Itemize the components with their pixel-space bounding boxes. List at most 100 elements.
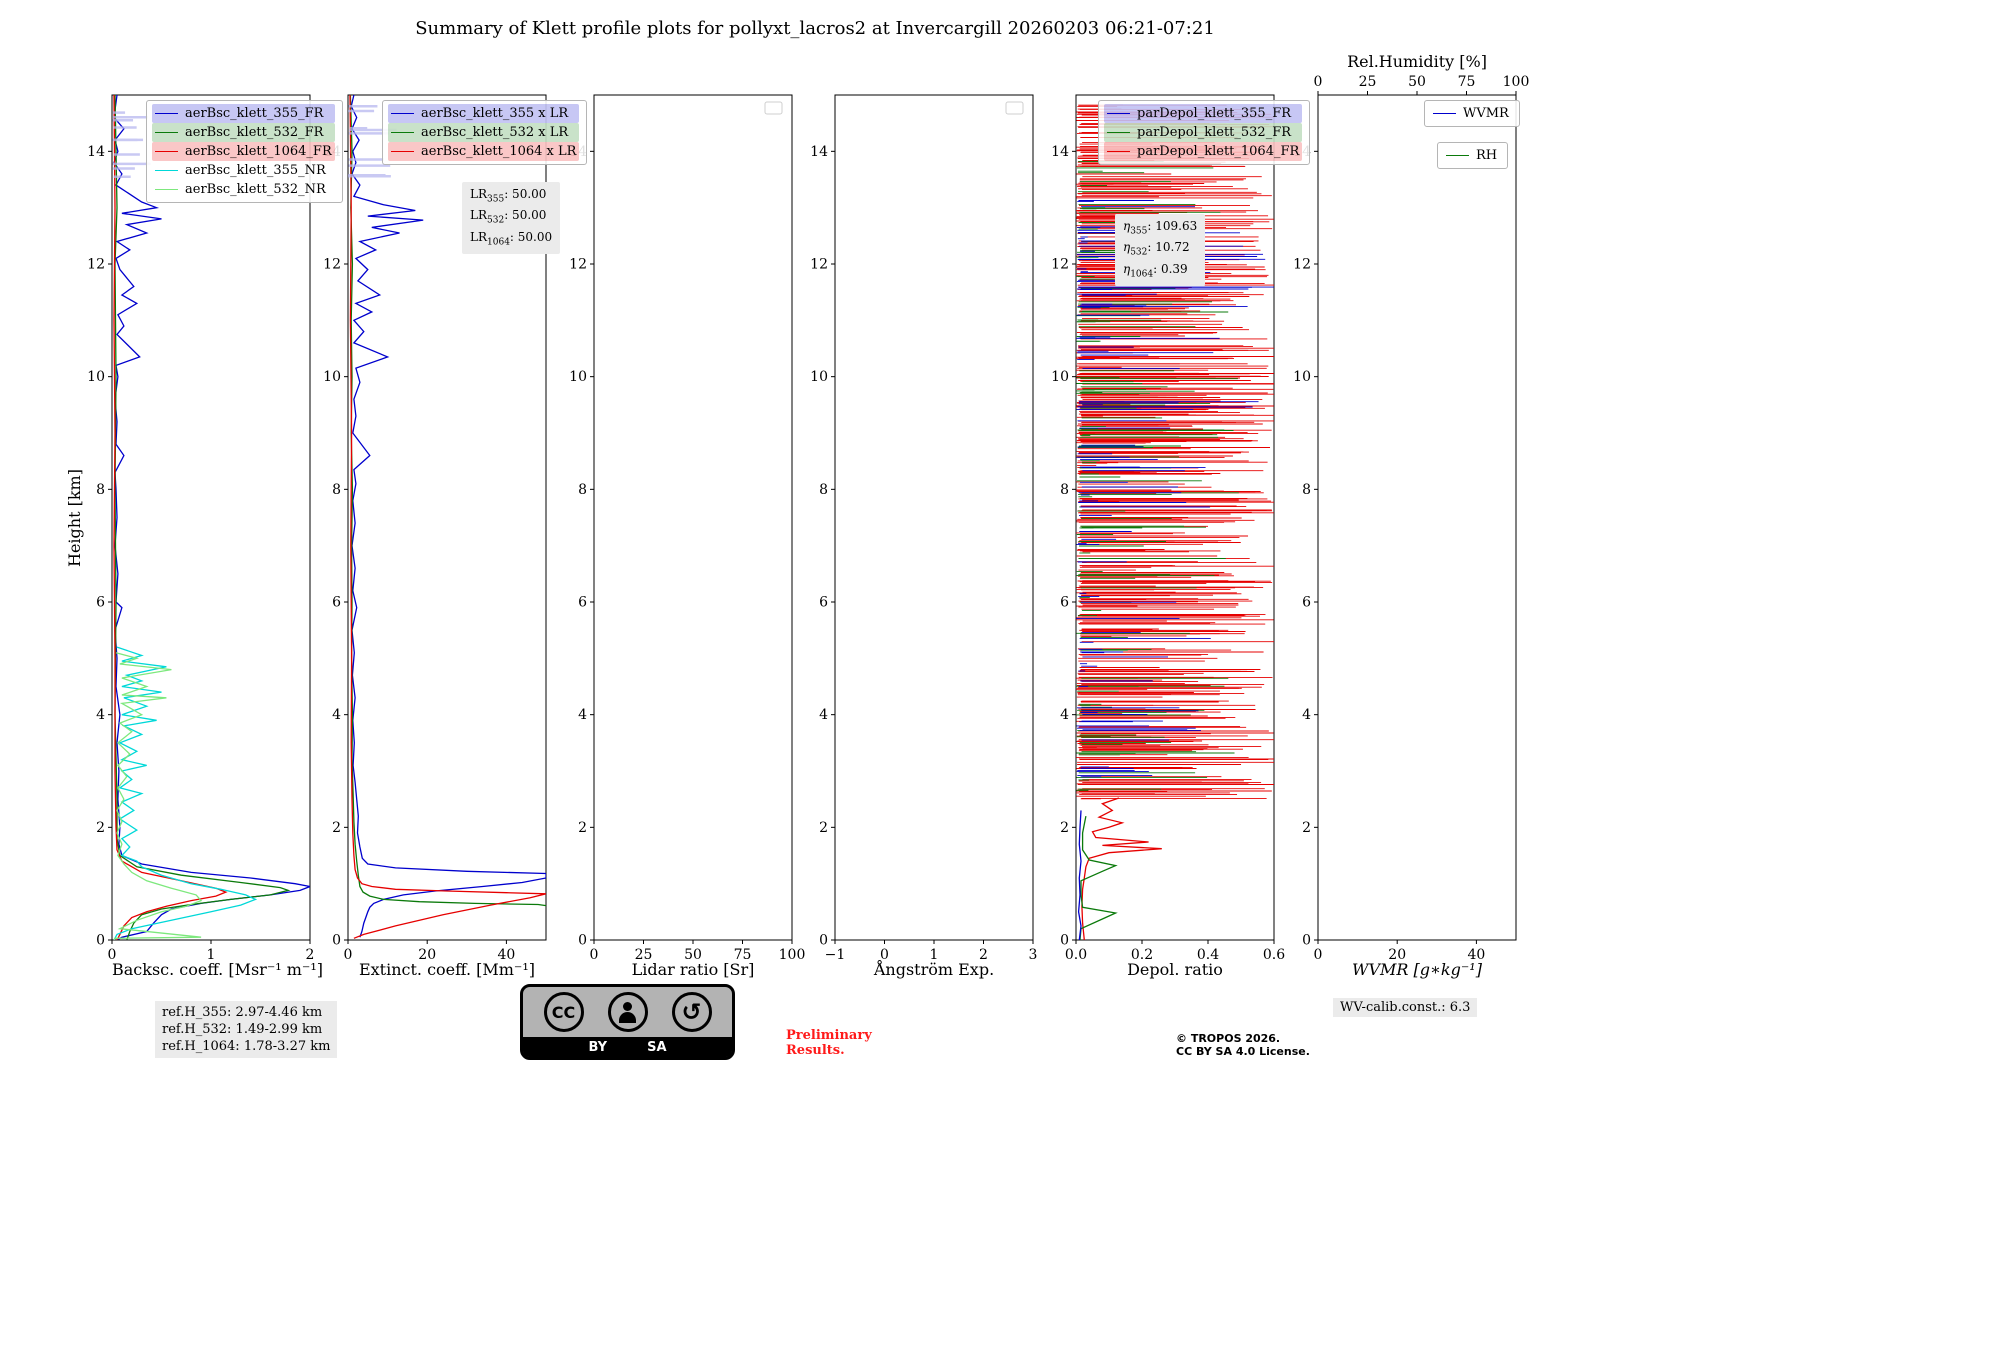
x-tick-label: 2 [306,947,315,963]
top-axis-label-rh: Rel.Humidity [%] [1347,52,1487,71]
x-tick-label: 20 [1388,947,1406,963]
y-tick-label: 2 [578,820,587,836]
legend-wvmr-0: WVMR [1424,100,1520,127]
preliminary-note: Preliminary Results. [786,1028,872,1058]
y-tick-label: 8 [332,482,341,498]
legend-label: aerBsc_klett_532_NR [185,182,326,197]
legend-label: WVMR [1463,106,1509,121]
cc-by-person-icon [607,992,648,1032]
series-parDepol_klett_1064_FR [1081,797,1162,940]
x-tick-label: 0 [590,947,599,963]
legend-line-icon [155,151,178,152]
legend-label: RH [1476,148,1498,163]
x-tick-label: 50 [684,947,702,963]
y-tick-label: 8 [96,482,105,498]
depol-noise-1064 [1076,104,1274,800]
legend-item: WVMR [1430,104,1512,123]
legend-line-icon [155,132,178,133]
y-tick-label: 8 [819,482,828,498]
y-tick-label: 0 [578,933,587,949]
legend-item: parDepol_klett_355_FR [1104,104,1303,123]
legend-backscatter: aerBsc_klett_355_FR aerBsc_klett_532_FR ae… [146,100,343,203]
share-alike-arrow: ↺ [681,998,702,1026]
y-tick-label: 0 [1302,933,1311,949]
top-tick-label: 50 [1408,74,1426,90]
x-tick-label: 0 [880,947,889,963]
y-tick-label: 0 [332,933,341,949]
empty-legend-box [1005,101,1024,115]
y-tick-label: 2 [332,820,341,836]
x-axis-label-angstrom: Ångström Exp. [873,960,995,979]
legend-line-icon [155,170,178,171]
legend-label: aerBsc_klett_532_FR [185,125,324,140]
copyright-line-1: © TROPOS 2026. [1176,1032,1281,1045]
y-tick-label: 12 [569,257,587,273]
y-tick-label: 2 [96,820,105,836]
x-tick-label: 25 [635,947,653,963]
y-tick-label: 6 [1060,595,1069,611]
ref-height-355: ref.H_355: 2.97-4.46 km [162,1005,323,1020]
y-tick-label: 0 [1060,933,1069,949]
annotation-line: η355: 109.63 [1123,219,1198,237]
x-axis-label-backscatter: Backsc. coeff. [Msr⁻¹ m⁻¹] [112,960,324,979]
legend-extinction: aerBsc_klett_355 x LR aerBsc_klett_532 x … [382,100,588,165]
uncalibrated-smear [348,105,397,178]
y-tick-label: 12 [1051,257,1069,273]
copyright-line-2: CC BY SA 4.0 License. [1176,1045,1310,1058]
empty-legend-box [764,101,783,115]
y-tick-label: 10 [323,369,341,385]
top-tick-label: 100 [1503,74,1530,90]
y-tick-label: 4 [96,707,105,723]
y-tick-label: 0 [819,933,828,949]
y-tick-label: 8 [1302,482,1311,498]
legend-line-icon [391,151,414,152]
y-tick-label: 10 [87,369,105,385]
depol_ratio-frame [1075,94,1275,941]
figure-title: Summary of Klett profile plots for polly… [415,18,1215,39]
annotation-line: η1064: 0.39 [1123,261,1188,280]
annotation-line: LR1064: 50.00 [470,229,553,248]
cc-license-badge: CC ↺ BY SA [520,984,735,1060]
x-axis-label-lidar-ratio: Lidar ratio [Sr] [631,960,755,979]
ref-height-1064: ref.H_1064: 1.78-3.27 km [162,1039,331,1054]
y-tick-label: 10 [810,369,828,385]
annotation-line: LR532: 50.00 [470,208,547,226]
y-tick-label: 4 [1060,707,1069,723]
y-tick-label: 12 [323,257,341,273]
x-tick-label: 100 [779,947,806,963]
legend-item: aerBsc_klett_355 x LR [388,104,580,123]
legend-label: aerBsc_klett_355_NR [185,163,326,178]
x-axis-label-extinction: Extinct. coeff. [Mm⁻¹] [358,960,536,979]
y-tick-label: 8 [578,482,587,498]
cc-badge-bar: BY SA [523,1037,732,1057]
cc-sa-label: SA [647,1039,667,1055]
series-parDepol_klett_532_FR [1079,815,1118,940]
y-tick-label: 0 [96,933,105,949]
legend-line-icon [1107,132,1130,133]
cc-icons-row: CC ↺ [523,992,732,1032]
ref-height-box: ref.H_355: 2.97-4.46 km ref.H_532: 1.49-… [155,1001,338,1058]
series-aerBsc_klett_1064_x_LR [349,95,546,939]
series-parDepol_klett_355_FR [1077,810,1082,940]
wv-calib-box: WV-calib.const.: 6.3 [1333,998,1478,1017]
series-aerBsc_klett_355_FR [113,95,310,940]
x-tick-label: −1 [825,947,846,963]
preliminary-line-1: Preliminary [786,1028,872,1043]
x-tick-label: 1 [930,947,939,963]
legend-depol_ratio: parDepol_klett_355_FR parDepol_klett_532_… [1098,100,1311,165]
y-tick-label: 4 [578,707,587,723]
legend-label: aerBsc_klett_1064 x LR [421,144,577,159]
legend-line-icon [155,113,178,114]
legend-label: parDepol_klett_1064_FR [1137,144,1300,159]
y-axis-label: Height [km] [65,469,84,567]
y-tick-label: 12 [87,257,105,273]
y-tick-label: 14 [810,144,828,160]
series-aerBsc_klett_355_NR [113,646,258,940]
copyright-note: © TROPOS 2026. CC BY SA 4.0 License. [1176,1032,1310,1058]
x-tick-label: 0.4 [1197,947,1219,963]
y-tick-label: 12 [810,257,828,273]
y-tick-label: 10 [1051,369,1069,385]
x-tick-label: 0.2 [1131,947,1153,963]
x-tick-label: 3 [1029,947,1038,963]
